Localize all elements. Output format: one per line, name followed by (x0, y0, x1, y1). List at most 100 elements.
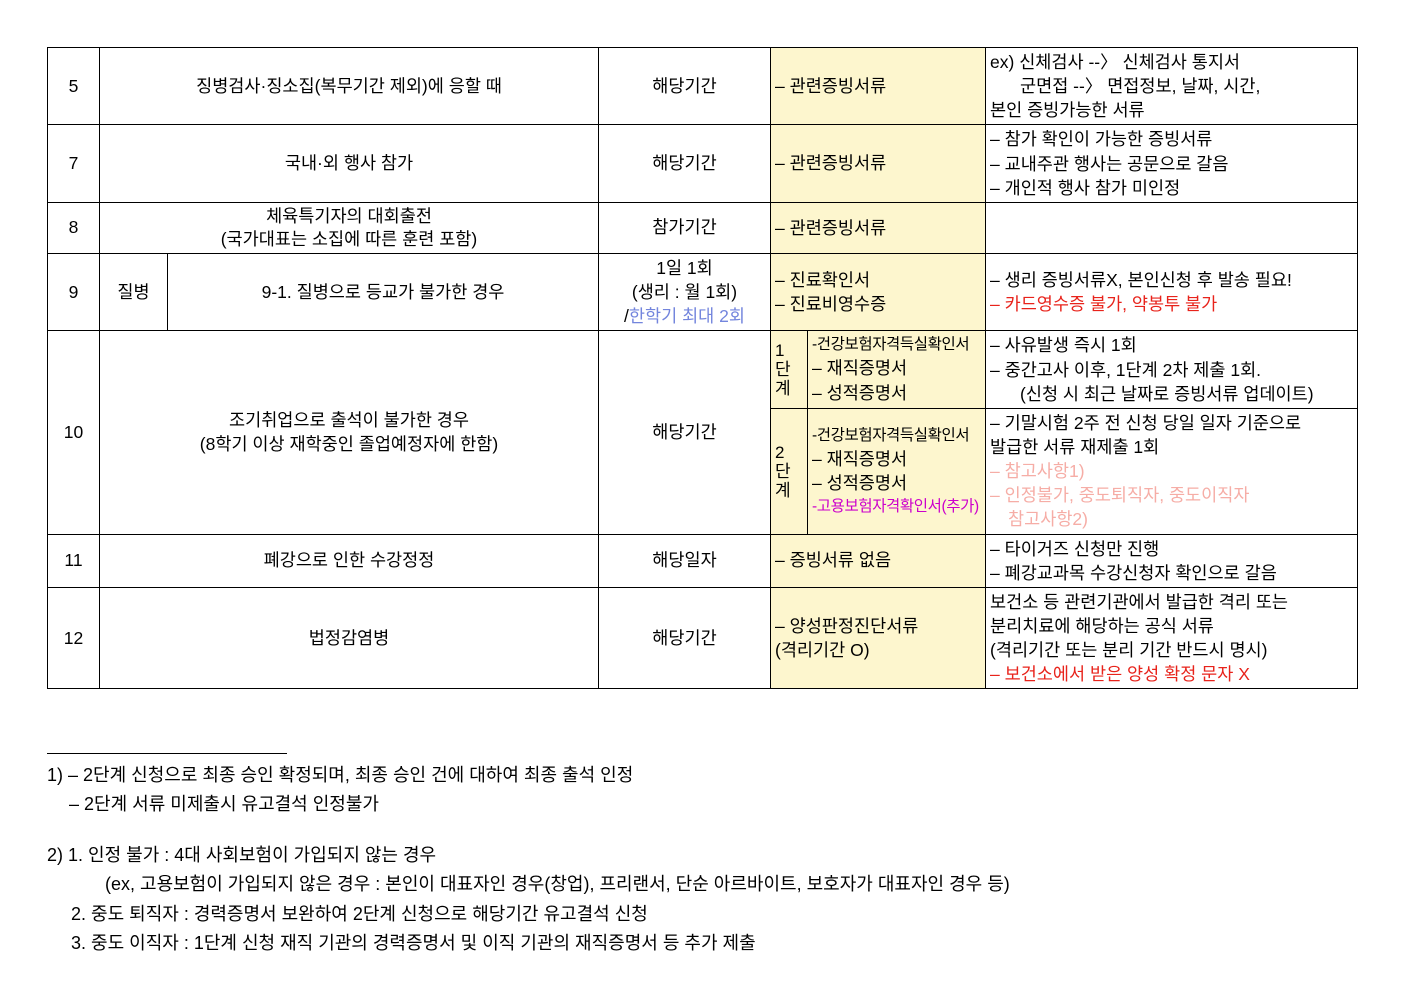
notes-line: – 사유발생 즉시 1회 (990, 335, 1137, 356)
row-number-cell: 12 (47, 586, 100, 690)
notes-line: 발급한 서류 재제출 1회 (990, 437, 1160, 458)
notes-line: (격리기간 또는 분리 기간 반드시 명시) (990, 640, 1268, 661)
stage-label-line: 단 (775, 461, 791, 481)
row-number-cell: 8 (47, 201, 100, 255)
documents-cell: – 관련증빙서류 (769, 46, 987, 126)
period-cell: 해당일자 (598, 533, 771, 588)
document-item-additional: -고용보험자격확인서(추가) (812, 497, 979, 515)
table-row: 12 법정감염병 해당기간 – 양성판정진단서류 (격리기간 O) 보건소 등 … (47, 586, 1359, 690)
notes-cell: – 타이거즈 신청만 진행 – 폐강교과목 수강신청자 확인으로 갈음 (985, 533, 1359, 588)
document-item: – 성적증명서 (812, 473, 908, 494)
notes-line-warning: – 카드영수증 불가, 약봉투 불가 (990, 294, 1218, 315)
notes-line: ex) 신체검사 --〉 신체검사 통지서 (990, 52, 1241, 72)
period-line-limit: /한학기 최대 2회 (603, 304, 766, 328)
stage-label-line: 단 (775, 360, 791, 380)
documents-cell: – 진료확인서 – 진료비영수증 (769, 253, 987, 332)
table-row: 10 조기취업으로 출석이 불가한 경우 (8학기 이상 재학중인 졸업예정자에… (47, 330, 1359, 535)
reason-cell: 징병검사·징소집(복무기간 제외)에 응할 때 (99, 46, 599, 126)
notes-line-reference: – 인정불가, 중도퇴직자, 중도이직자 (990, 485, 1250, 506)
subcategory-cell: 질병 (99, 253, 168, 332)
notes-line-reference: – 참고사항1) (990, 461, 1085, 482)
notes-line: – 기말시험 2주 전 신청 당일 일자 기준으로 (990, 412, 1302, 433)
documents-cell: -건강보험자격득실확인서 – 재직증명서 – 성적증명서 -고용보험자격확인서(… (806, 407, 987, 535)
row-number-cell: 7 (47, 124, 100, 203)
row-number-cell: 5 (47, 46, 100, 126)
period-line: 1일 1회 (656, 258, 713, 279)
period-cell: 해당기간 (598, 124, 771, 203)
notes-line: – 타이거즈 신청만 진행 (990, 538, 1160, 559)
notes-line: – 참가 확인이 가능한 증빙서류 (990, 129, 1213, 150)
period-cell: 참가기간 (598, 201, 771, 255)
reason-cell: 체육특기자의 대회출전 (국가대표는 소집에 따른 훈련 포함) (99, 201, 599, 255)
notes-line: – 개인적 행사 참가 미인정 (990, 177, 1181, 198)
stage-label-cell: 1 단 계 (770, 330, 808, 409)
table-row: 2 단 계 -건강보험자격득실확인서 – 재직증명서 – 성적증명서 -고용보험… (48, 407, 1359, 535)
period-limit-highlight: 한학기 최대 2회 (628, 306, 745, 327)
period-cell: 해당기간 (598, 586, 771, 690)
notes-cell: – 기말시험 2주 전 신청 당일 일자 기준으로 발급한 서류 재제출 1회 … (985, 407, 1359, 535)
footnote-line: – 2단계 서류 미제출시 유고결석 인정불가 (69, 794, 379, 815)
footnote-line: 2) 1. 인정 불가 : 4대 사회보험이 가입되지 않는 경우 (47, 845, 437, 866)
footnotes-section: 1) – 2단계 신청으로 최종 승인 확정되며, 최종 승인 건에 대하여 최… (47, 753, 1367, 958)
reason-line: 조기취업으로 출석이 불가한 경우 (229, 410, 469, 431)
reason-line: 체육특기자의 대회출전 (266, 205, 432, 226)
notes-line: 분리치료에 해당하는 공식 서류 (990, 616, 1214, 636)
stage-label-cell: 2 단 계 (770, 407, 808, 535)
documents-cell: – 양성판정진단서류 (격리기간 O) (769, 586, 987, 690)
period-line: (생리 : 월 1회) (631, 282, 738, 303)
stage-label-line: 1 (775, 341, 785, 361)
footnote-divider (47, 753, 287, 754)
reason-cell: 조기취업으로 출석이 불가한 경우 (8학기 이상 재학중인 졸업예정자에 한함… (99, 330, 599, 535)
stage-label-line: 계 (775, 379, 791, 399)
document-item: -건강보험자격득실확인서 (812, 336, 970, 354)
notes-cell: 보건소 등 관련기관에서 발급한 격리 또는 분리치료에 해당하는 공식 서류 … (985, 586, 1359, 690)
footnote-line: (ex, 고용보험이 가입되지 않은 경우 : 본인이 대표자인 경우(창업),… (105, 874, 1010, 895)
document-item: – 재직증명서 (812, 358, 908, 378)
documents-cell: – 관련증빙서류 (769, 124, 987, 203)
footnote-2: 2) 1. 인정 불가 : 4대 사회보험이 가입되지 않는 경우 (ex, 고… (47, 841, 1367, 958)
notes-line: 보건소 등 관련기관에서 발급한 격리 또는 (990, 591, 1289, 612)
footnote-spacer (47, 819, 1367, 841)
notes-cell: – 사유발생 즉시 1회 – 중간고사 이후, 1단계 2차 제출 1회. (신… (985, 330, 1359, 409)
period-cell: 1일 1회 (생리 : 월 1회) /한학기 최대 2회 (598, 253, 771, 332)
footnote-line: 2. 중도 퇴직자 : 경력증명서 보완하여 2단계 신청으로 해당기간 유고결… (71, 903, 648, 924)
row-number-cell: 11 (47, 533, 100, 588)
documents-cell: -건강보험자격득실확인서 – 재직증명서 – 성적증명서 (806, 330, 987, 409)
stage-label-line: 계 (775, 480, 791, 500)
row-number-cell: 10 (47, 330, 100, 535)
reason-cell: 법정감염병 (99, 586, 599, 690)
document-item: -건강보험자격득실확인서 (812, 427, 970, 445)
document-item: – 진료비영수증 (775, 294, 887, 315)
attendance-exception-table: 5 징병검사·징소집(복무기간 제외)에 응할 때 해당기간 – 관련증빙서류 … (47, 46, 1359, 690)
reason-cell: 9-1. 질병으로 등교가 불가한 경우 (167, 253, 599, 332)
table-row: 11 폐강으로 인한 수강정정 해당일자 – 증빙서류 없음 – 타이거즈 신청… (47, 533, 1359, 588)
slash-mark: / (624, 306, 629, 327)
documents-cell: – 증빙서류 없음 (769, 533, 987, 588)
reason-line: (국가대표는 소집에 따른 훈련 포함) (220, 228, 478, 249)
footnote-line: 3. 중도 이직자 : 1단계 신청 재직 기관의 경력증명서 및 이직 기관의… (71, 932, 756, 953)
table-row: 9 질병 9-1. 질병으로 등교가 불가한 경우 1일 1회 (생리 : 월 … (47, 253, 1359, 332)
notes-line: – 생리 증빙서류X, 본인신청 후 발송 필요! (990, 270, 1292, 291)
period-cell: 해당기간 (598, 46, 771, 126)
footnote-1: 1) – 2단계 신청으로 최종 승인 확정되며, 최종 승인 건에 대하여 최… (47, 761, 1367, 819)
period-cell: 해당기간 (598, 330, 771, 535)
table-row: 7 국내·외 행사 참가 해당기간 – 관련증빙서류 – 참가 확인이 가능한 … (47, 124, 1359, 203)
table-row: 5 징병검사·징소집(복무기간 제외)에 응할 때 해당기간 – 관련증빙서류 … (47, 46, 1359, 126)
document-item: – 재직증명서 (812, 448, 908, 469)
notes-line: – 중간고사 이후, 1단계 2차 제출 1회. (990, 359, 1262, 380)
document-item: – 양성판정진단서류 (775, 615, 919, 636)
table-row: 8 체육특기자의 대회출전 (국가대표는 소집에 따른 훈련 포함) 참가기간 … (47, 201, 1359, 255)
notes-line-warning: – 보건소에서 받은 양성 확정 문자 X (990, 664, 1250, 685)
footnote-line: 1) – 2단계 신청으로 최종 승인 확정되며, 최종 승인 건에 대하여 최… (47, 765, 634, 785)
notes-line: – 교내주관 행사는 공문으로 갈음 (990, 153, 1229, 174)
document-item: (격리기간 O) (775, 640, 870, 661)
notes-cell (985, 201, 1359, 255)
notes-cell: ex) 신체검사 --〉 신체검사 통지서 군면접 --〉 면접정보, 날짜, … (985, 46, 1359, 126)
row-number-cell: 9 (47, 253, 100, 332)
reason-line: (8학기 이상 재학중인 졸업예정자에 한함) (199, 433, 499, 454)
notes-cell: – 생리 증빙서류X, 본인신청 후 발송 필요! – 카드영수증 불가, 약봉… (985, 253, 1359, 332)
notes-cell: – 참가 확인이 가능한 증빙서류 – 교내주관 행사는 공문으로 갈음 – 개… (985, 124, 1359, 203)
notes-line: – 폐강교과목 수강신청자 확인으로 갈음 (990, 562, 1277, 583)
notes-line: 본인 증빙가능한 서류 (990, 100, 1145, 121)
